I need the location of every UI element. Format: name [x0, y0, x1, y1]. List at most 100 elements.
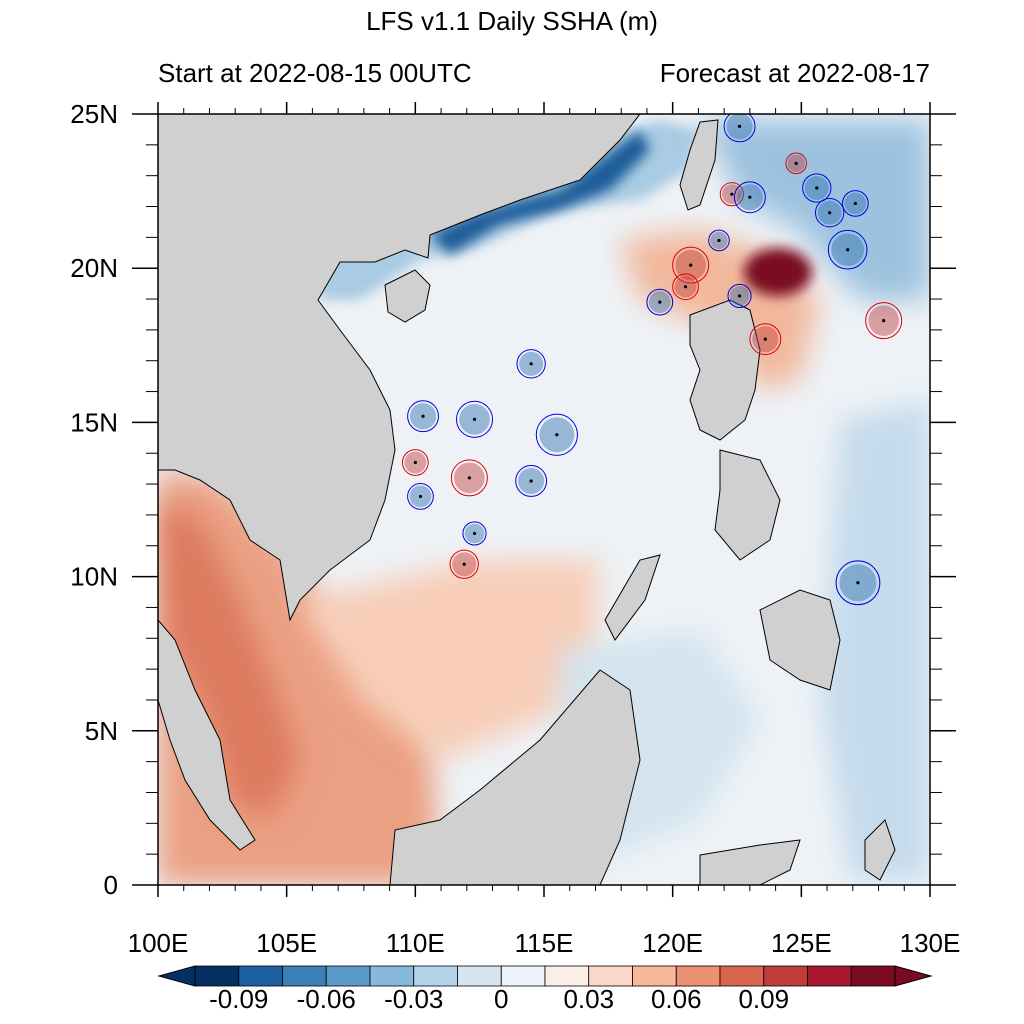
colorbar-swatch: [500, 965, 546, 987]
cyclonic-eddy-ring: [842, 190, 869, 217]
lat-tick-label: 20N: [70, 253, 118, 283]
colorbar-swatch: [544, 965, 590, 987]
colorbar-right-triangle: [894, 965, 933, 987]
eddy-center-dot: [815, 186, 819, 190]
eddy-center-dot: [472, 417, 477, 421]
cyclonic-eddy-ring: [708, 229, 730, 252]
eddy-center-dot: [658, 300, 662, 304]
lat-tick-label: 5N: [85, 716, 118, 746]
colorbar-swatch: [588, 965, 633, 987]
land-hainan: [384, 269, 431, 323]
eddy-center-dot: [529, 479, 533, 483]
cyclonic-eddy-ring: [646, 288, 674, 316]
cyclonic-eddy-ring: [515, 465, 548, 497]
colorbar-label: -0.06: [297, 984, 356, 1014]
axes: 100E 105E 110E 115E 120E 125E 130E 0 5N 10N 15N 20N…: [70, 99, 960, 958]
plot-area: [158, 114, 930, 885]
cyclonic-eddy-ring: [462, 521, 487, 546]
lat-tick-label: 10N: [70, 562, 118, 592]
eddy-center-dot: [794, 161, 798, 165]
lon-tick-label: 115E: [515, 928, 574, 958]
colorbar-label: 0: [494, 984, 508, 1014]
land-halmahera: [864, 819, 896, 881]
start-time-label: Start at 2022-08-15 00UTC: [158, 58, 472, 88]
eddy-center-dot: [467, 476, 471, 480]
eddy-center-dot: [737, 294, 742, 298]
colorbar-label: -0.09: [209, 984, 268, 1014]
lat-tick-label: 0: [104, 870, 118, 900]
eddy-markers: [401, 114, 903, 606]
lat-tick-label: 25N: [70, 99, 118, 129]
cyclonic-eddy-ring: [535, 413, 578, 456]
colorbar-swatch: [807, 965, 852, 987]
land-borneo: [389, 669, 641, 885]
lat-tick-label: 15N: [70, 407, 118, 437]
anticyclonic-eddy-ring: [672, 273, 699, 301]
cyclonic-eddy-ring: [733, 181, 766, 214]
eddy-center-dot: [853, 201, 857, 206]
cyclonic-eddy-ring: [802, 173, 832, 203]
cyclonic-eddy-ring: [814, 198, 845, 228]
land-mindanao: [759, 589, 841, 691]
ssha-cool-east: [820, 400, 930, 880]
eddy-center-dot: [717, 238, 721, 243]
cyclonic-eddy-ring: [827, 229, 868, 270]
anticyclonic-eddy-ring: [672, 246, 710, 284]
colorbar-swatch: [457, 965, 502, 987]
lon-tick-label: 110E: [386, 928, 445, 958]
ssha-warm-core: [160, 500, 300, 820]
eddy-center-dot: [462, 562, 466, 566]
anticyclonic-eddy-ring: [865, 302, 903, 340]
eddy-center-dot: [413, 460, 417, 465]
anticyclonic-eddy-ring: [450, 459, 488, 497]
eddy-center-dot: [555, 433, 559, 437]
colorbar-swatch: [413, 965, 458, 987]
cyclonic-eddy-ring: [456, 400, 494, 438]
land-taiwan: [679, 119, 719, 211]
colorbar-label: 0.03: [563, 984, 614, 1014]
land: [158, 114, 896, 885]
colorbar-swatch: [632, 965, 677, 987]
eddy-center-dot: [418, 494, 423, 499]
anticyclonic-eddy-ring: [785, 152, 807, 175]
ssha-warm-light: [300, 560, 600, 760]
eddy-center-dot: [846, 248, 850, 252]
eddy-center-dot: [748, 195, 752, 199]
ssha-warm-peak: [744, 248, 812, 296]
eddy-center-dot: [689, 263, 693, 267]
ssha-cool-strong: [430, 130, 650, 255]
colorbar-swatch: [369, 965, 415, 987]
anticyclonic-eddy-ring: [719, 182, 744, 207]
colorbar-swatch: [238, 965, 283, 987]
anticyclonic-eddy-ring: [449, 549, 479, 579]
anticyclonic-eddy-ring: [401, 449, 429, 476]
eddy-center-dot: [730, 192, 734, 196]
colorbar-label: 0.09: [738, 984, 789, 1014]
map-title: LFS v1.1 Daily SSHA (m): [366, 6, 658, 36]
land-palawan: [604, 554, 661, 641]
eddy-center-dot: [856, 581, 860, 585]
lon-tick-label: 125E: [771, 928, 832, 958]
cyclonic-eddy-ring: [407, 483, 434, 510]
land-malay-peninsula: [158, 619, 256, 851]
lon-tick-label: 100E: [128, 928, 189, 958]
cyclonic-eddy-ring: [407, 400, 439, 433]
eddy-center-dot: [472, 531, 477, 536]
eddy-center-dot: [882, 319, 886, 323]
lon-tick-label: 130E: [900, 928, 961, 958]
eddy-center-dot: [421, 414, 425, 418]
colorbar-left-triangle: [157, 965, 196, 987]
cyclonic-eddy-ring: [835, 560, 881, 606]
colorbar-swatch: [282, 965, 327, 987]
cyclonic-eddy-ring: [727, 283, 752, 309]
colorbar-swatch: [194, 965, 240, 987]
land-sulawesi-north: [699, 839, 801, 885]
land-asia-mainland: [158, 114, 641, 622]
eddy-center-dot: [683, 285, 688, 289]
colorbar-swatch: [850, 965, 896, 987]
colorbar-label: 0.06: [651, 984, 702, 1014]
colorbar-swatch: [719, 965, 765, 987]
eddy-center-dot: [737, 124, 742, 128]
land-luzon: [689, 299, 761, 441]
